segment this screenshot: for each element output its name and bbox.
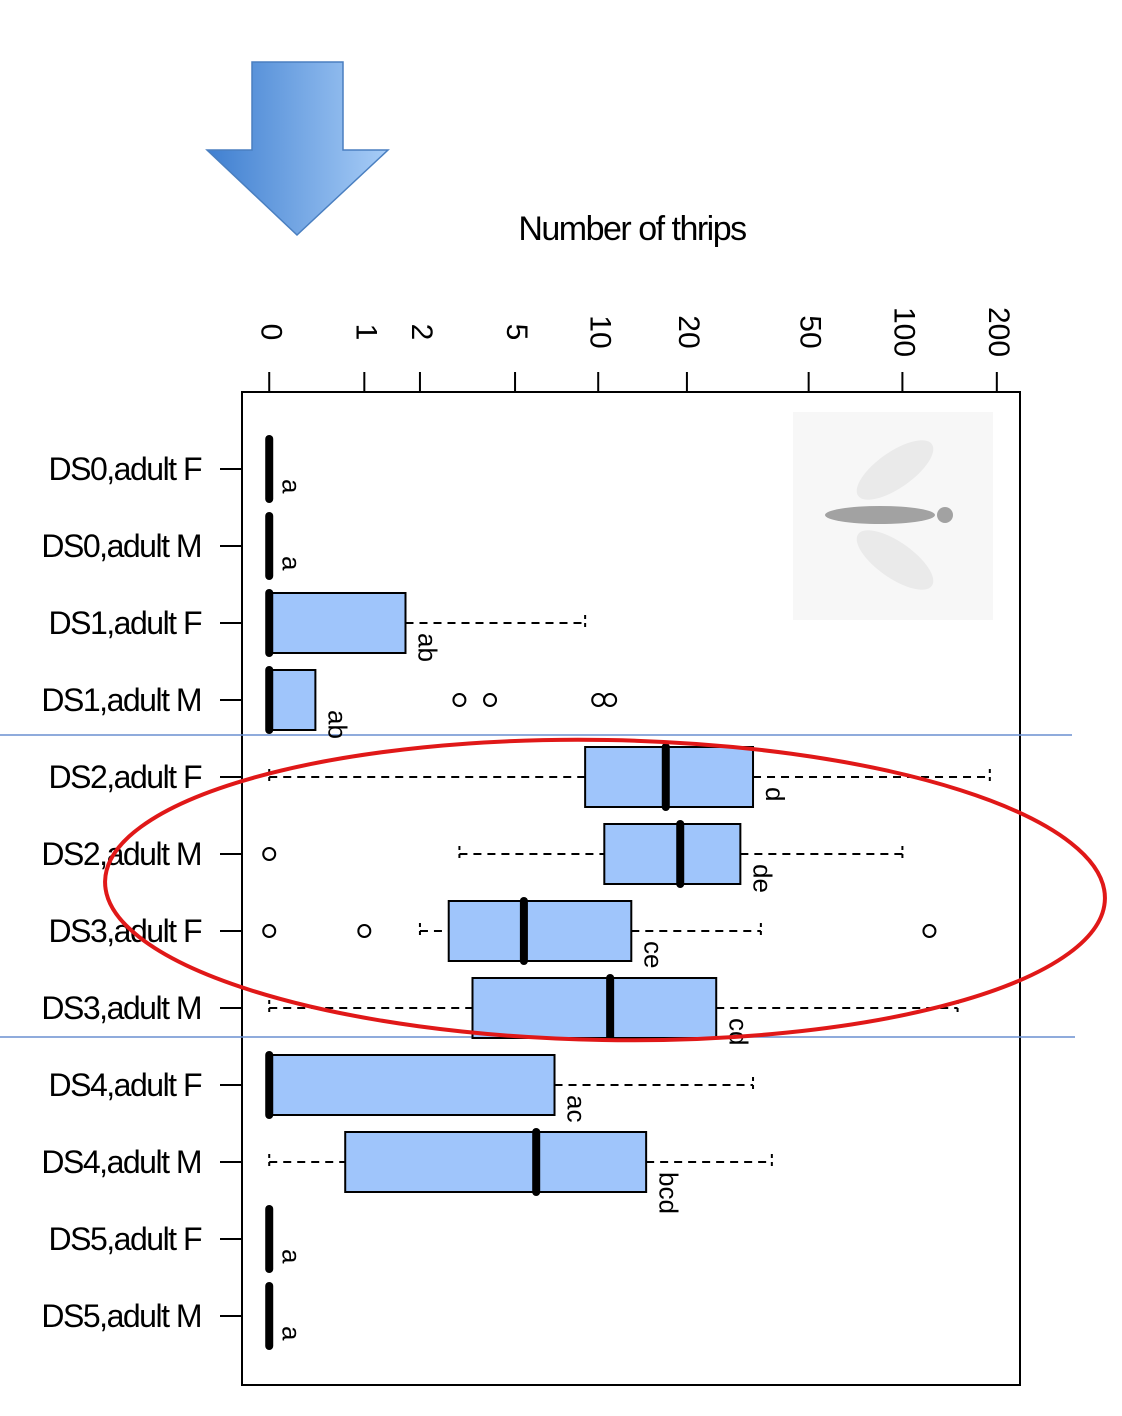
group-letter: a bbox=[276, 1249, 306, 1264]
box bbox=[449, 901, 632, 961]
outlier bbox=[263, 848, 275, 860]
x-tick-label: 2 bbox=[405, 324, 438, 341]
outlier bbox=[358, 925, 370, 937]
arrow bbox=[207, 62, 388, 235]
y-tick-label: DS1,adult M bbox=[41, 682, 201, 718]
chart: Number of thrips 0 1 2 5 10 20 50 100 200 DS0,adu… bbox=[0, 0, 1122, 1411]
outlier bbox=[453, 694, 465, 706]
y-tick-label: DS0,adult F bbox=[49, 451, 202, 487]
box bbox=[269, 670, 315, 730]
group-letter: a bbox=[276, 1326, 306, 1341]
group-letter: a bbox=[276, 556, 306, 571]
group-letter: a bbox=[276, 479, 306, 494]
y-tick-label: DS2,adult F bbox=[49, 759, 202, 795]
outlier bbox=[592, 694, 604, 706]
x-tick-label: 50 bbox=[794, 315, 827, 348]
outlier bbox=[484, 694, 496, 706]
group-letter: ce bbox=[638, 941, 668, 968]
box bbox=[472, 978, 716, 1038]
y-tick-label: DS5,adult M bbox=[41, 1298, 201, 1334]
y-tick-label: DS4,adult M bbox=[41, 1144, 201, 1180]
x-tick-label: 200 bbox=[982, 307, 1015, 357]
chart-title: Number of thrips bbox=[518, 210, 746, 248]
y-tick-label: DS4,adult F bbox=[49, 1067, 202, 1103]
y-tick-label: DS3,adult M bbox=[41, 990, 201, 1026]
x-tick-label: 5 bbox=[500, 324, 533, 341]
x-tick-label: 0 bbox=[254, 324, 287, 341]
y-tick-label: DS2,adult M bbox=[41, 836, 201, 872]
group-letter: cd bbox=[723, 1018, 753, 1045]
group-letter: d bbox=[760, 787, 790, 801]
x-tick-label: 1 bbox=[349, 324, 382, 341]
group-letter: ac bbox=[562, 1095, 592, 1122]
y-tick-label: DS1,adult F bbox=[49, 605, 202, 641]
outlier bbox=[263, 925, 275, 937]
outlier bbox=[604, 694, 616, 706]
box bbox=[269, 593, 405, 653]
x-tick-label: 10 bbox=[583, 315, 616, 348]
y-tick-label: DS0,adult M bbox=[41, 528, 201, 564]
outlier bbox=[923, 925, 935, 937]
group-letter: ab bbox=[323, 710, 353, 739]
y-tick-label: DS3,adult F bbox=[49, 913, 202, 949]
y-tick-label: DS5,adult F bbox=[49, 1221, 202, 1257]
box bbox=[269, 1055, 554, 1115]
group-letter: de bbox=[747, 864, 777, 893]
x-tick-label: 20 bbox=[672, 315, 705, 348]
thrips-image bbox=[793, 412, 993, 620]
x-tick-label: 100 bbox=[887, 307, 920, 357]
group-letter: ab bbox=[413, 633, 443, 662]
group-letter: bcd bbox=[653, 1172, 683, 1214]
box bbox=[604, 824, 740, 884]
box bbox=[345, 1132, 646, 1192]
